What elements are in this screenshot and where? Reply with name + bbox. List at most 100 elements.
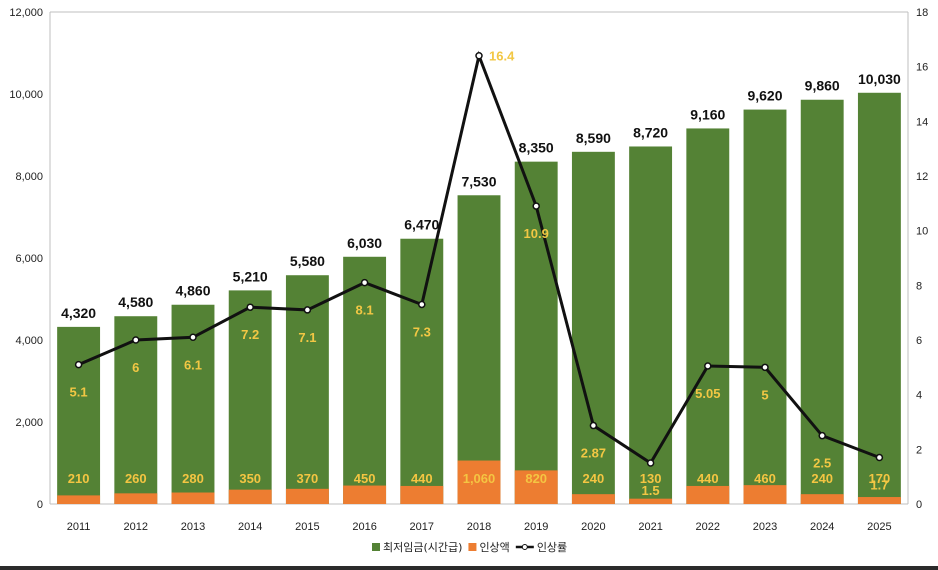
increase-value-label: 460 [754, 471, 776, 486]
legend-swatch [372, 543, 380, 551]
x-tick-label: 2023 [753, 521, 777, 533]
rate-point [74, 360, 83, 369]
x-tick-label: 2015 [295, 521, 319, 533]
wage-bar [629, 146, 673, 505]
wage-bar [400, 238, 444, 505]
increase-value-label: 440 [411, 471, 433, 486]
rate-value-label: 10.9 [524, 226, 549, 241]
legend-entry-label: 최저임금(시간급) [383, 541, 462, 554]
increase-value-label: 370 [297, 471, 319, 486]
y-left-tick-label: 10,000 [9, 89, 43, 101]
increase-bar [171, 492, 215, 504]
x-tick-label: 2014 [238, 521, 262, 533]
rate-value-label: 6.1 [184, 357, 202, 372]
x-tick-label: 2024 [810, 521, 834, 533]
increase-bar [400, 485, 444, 504]
wage-bar [743, 109, 787, 504]
rate-value-label: 1.5 [642, 483, 660, 498]
rate-value-label: 2.87 [581, 446, 606, 461]
x-tick-label: 2016 [352, 521, 376, 533]
rate-value-label: 7.1 [298, 330, 316, 345]
increase-value-label: 450 [354, 471, 376, 486]
wage-bar [228, 290, 272, 504]
wage-value-label: 8,720 [633, 124, 668, 140]
y-left-tick-label: 6,000 [15, 253, 43, 265]
increase-value-label: 1,060 [463, 471, 496, 486]
rate-point [818, 431, 826, 440]
rate-point [875, 453, 884, 462]
rate-point [303, 306, 312, 314]
x-tick-label: 2013 [181, 521, 205, 533]
wage-value-label: 9,620 [747, 88, 782, 104]
x-tick-label: 2019 [524, 521, 548, 533]
rate-point [646, 459, 655, 467]
increase-value-label: 350 [239, 471, 261, 486]
rate-point [532, 202, 540, 210]
data-labels: 4,320 4,580 4,860 5,210 5,580 6,030 6,470 7,530… [61, 49, 901, 498]
rate-point [418, 300, 426, 309]
wage-bar [686, 128, 730, 504]
y-left-tick-label: 8,000 [15, 171, 43, 183]
increase-bar [857, 497, 901, 504]
rate-value-label: 7.3 [413, 324, 431, 339]
increase-bar [743, 485, 787, 504]
increase-bar [457, 460, 501, 504]
legend-entry-label: 인상액 [479, 541, 509, 554]
wage-value-label: 5,210 [233, 268, 268, 284]
rate-value-label: 5 [761, 387, 768, 402]
increase-value-label: 260 [125, 471, 147, 486]
increase-bar [629, 498, 673, 504]
wage-value-label: 4,580 [118, 294, 153, 310]
rate-point [475, 51, 483, 60]
y-left-tick-label: 2,000 [15, 417, 43, 429]
wage-value-label: 9,160 [690, 106, 725, 122]
rate-value-label: 5.05 [695, 386, 720, 401]
rate-value-label: 2.5 [813, 456, 831, 471]
y-right-tick-label: 0 [916, 499, 922, 511]
wage-value-label: 6,470 [404, 217, 439, 233]
increase-value-label: 440 [697, 471, 719, 486]
rate-point [246, 303, 254, 311]
increase-value-label: 210 [68, 471, 90, 486]
rate-point [132, 336, 140, 344]
increase-value-label: 240 [811, 471, 833, 486]
increase-value-label: 280 [182, 471, 204, 486]
increase-bar [571, 494, 615, 504]
y-right-tick-label: 18 [916, 7, 928, 19]
rate-line [74, 50, 884, 467]
y-right-tick-label: 16 [916, 62, 928, 74]
x-tick-label: 2021 [638, 521, 662, 533]
y-right-tick-label: 14 [916, 116, 928, 128]
x-tick-label: 2018 [467, 521, 491, 533]
increase-value-label: 240 [583, 471, 605, 486]
wage-value-label: 8,590 [576, 130, 611, 146]
legend-swatch [468, 543, 477, 551]
x-tick-label: 2020 [581, 521, 605, 533]
rate-point [704, 362, 712, 370]
wage-bar [857, 92, 901, 505]
rate-value-label: 8.1 [356, 303, 374, 318]
rate-point [761, 363, 769, 372]
wage-bar [343, 256, 387, 504]
increase-bar [343, 485, 387, 504]
bars [57, 92, 901, 505]
rate-point [589, 421, 598, 430]
rate-value-label: 1.7 [870, 478, 888, 493]
y-left-tick-label: 4,000 [15, 335, 43, 347]
increase-bar [114, 493, 158, 504]
legend-entry-label: 인상률 [537, 541, 567, 554]
wage-value-label: 10,030 [858, 71, 901, 87]
wage-bar [514, 161, 558, 504]
increase-bar [57, 495, 101, 504]
rate-value-label: 5.1 [70, 385, 88, 400]
wage-value-label: 5,580 [290, 253, 325, 269]
legend-line-marker [521, 544, 528, 550]
wage-value-label: 6,030 [347, 235, 382, 251]
rate-point [189, 333, 197, 342]
x-tick-label: 2011 [67, 521, 91, 533]
x-tick-label: 2025 [867, 521, 891, 533]
x-tick-label: 2017 [410, 521, 434, 533]
increase-bar [228, 489, 272, 504]
axes: 0 2,000 4,000 6,000 8,000 10,000 12,000 0 2 4 6 8 10… [9, 7, 928, 533]
